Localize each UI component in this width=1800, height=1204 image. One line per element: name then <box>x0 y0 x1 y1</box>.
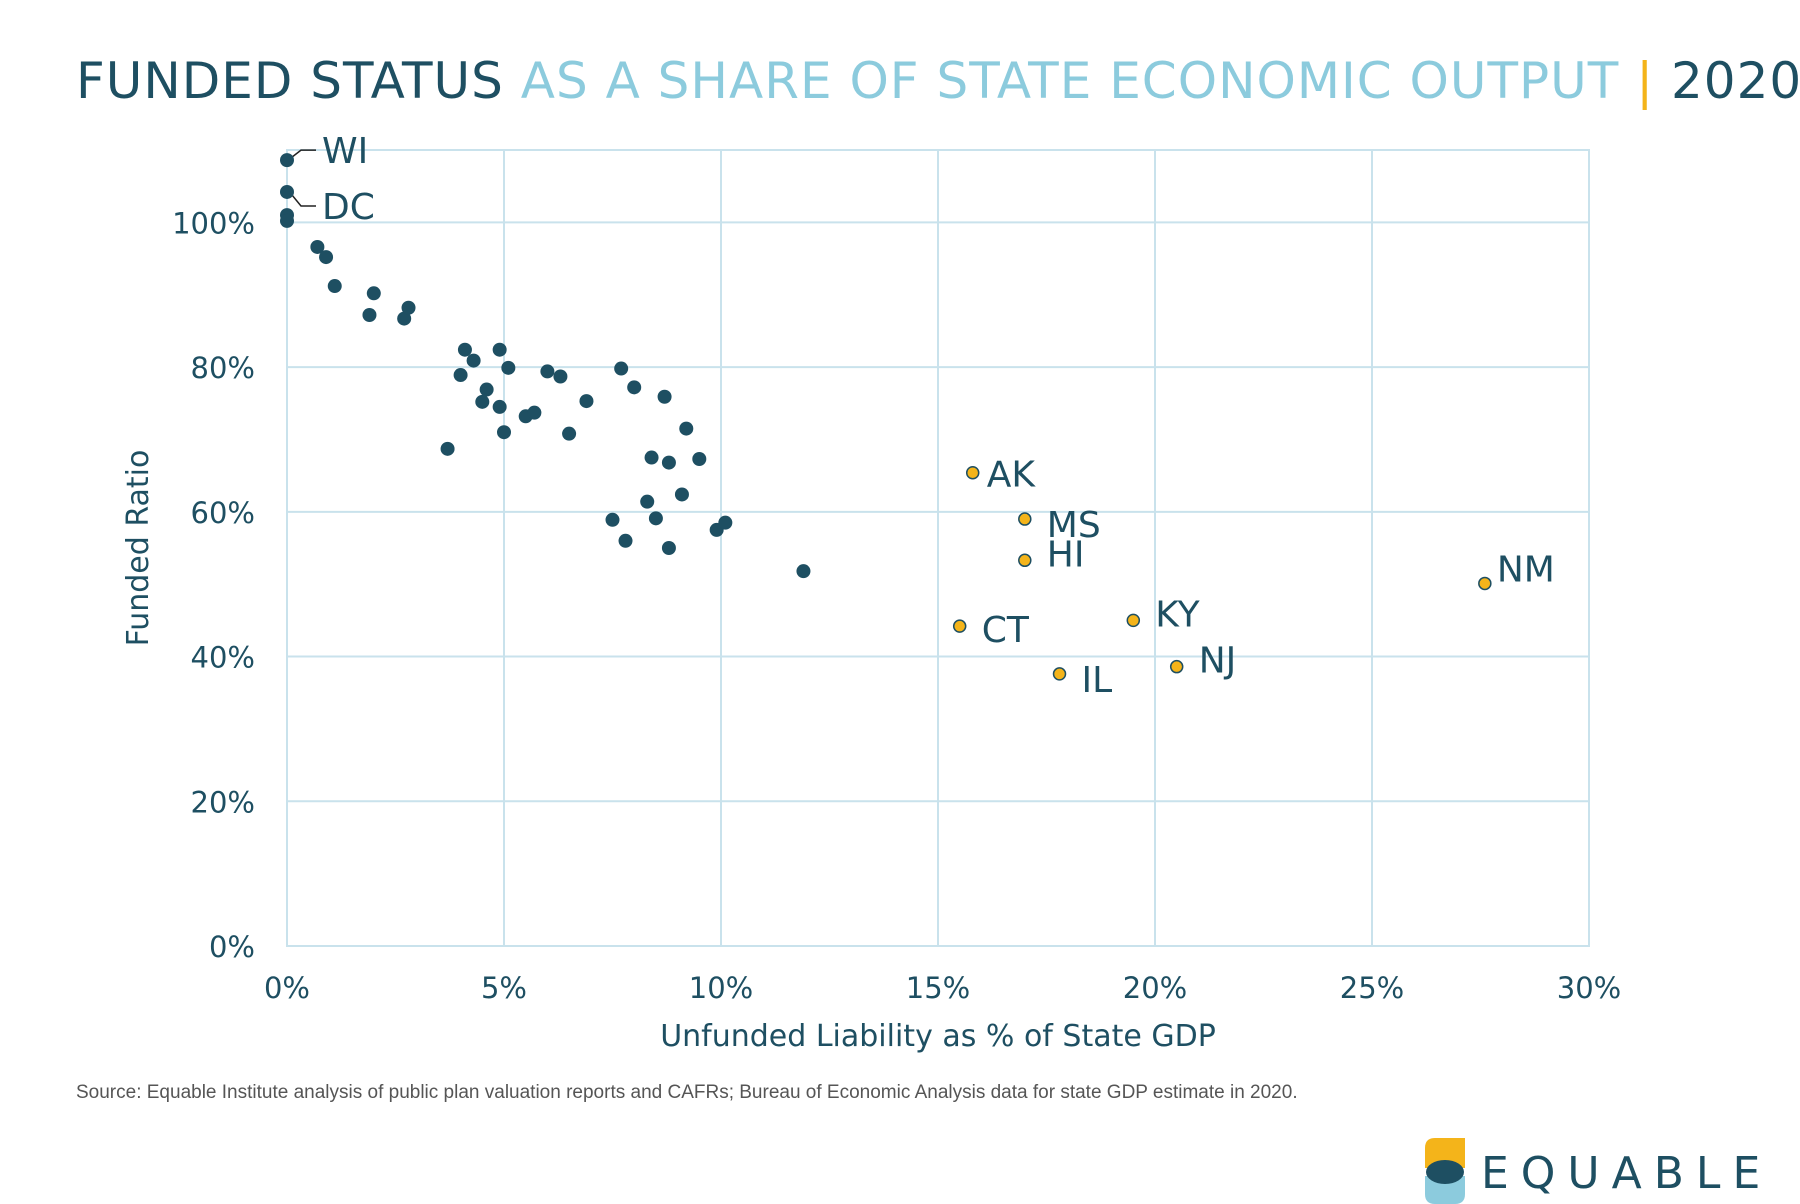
data-point <box>466 353 481 368</box>
data-point <box>492 399 507 414</box>
data-point <box>327 279 342 294</box>
data-points <box>280 153 1492 681</box>
y-tick-label: 60% <box>191 496 255 530</box>
data-point <box>497 425 511 440</box>
data-point <box>952 619 967 633</box>
data-point <box>644 450 659 465</box>
y-tick-label: 20% <box>191 785 255 819</box>
data-point <box>692 451 707 466</box>
data-point <box>310 239 325 254</box>
data-point <box>627 380 642 395</box>
data-point <box>401 300 416 315</box>
x-tick-label: 30% <box>1557 971 1621 1005</box>
data-point <box>605 512 620 527</box>
data-point <box>280 153 294 168</box>
equable-logo: EQUABLE <box>1425 1138 1760 1204</box>
y-axis-ticks: 0% 20% 40% 60% 80% 100% <box>172 206 255 964</box>
x-tick-label: 10% <box>689 971 753 1005</box>
plot-area-frame <box>286 149 1590 947</box>
data-point <box>319 250 334 265</box>
data-point <box>1126 613 1141 628</box>
data-point <box>1169 659 1184 674</box>
point-label: CT <box>982 610 1030 651</box>
data-point <box>657 389 672 404</box>
x-tick-label: 15% <box>906 971 970 1005</box>
title-subtitle: AS A SHARE OF STATE ECONOMIC OUTPUT <box>520 52 1620 110</box>
data-point <box>1018 512 1032 526</box>
data-point <box>492 342 507 357</box>
point-label: NJ <box>1199 641 1237 682</box>
data-point <box>640 494 655 509</box>
label-leader-lines <box>291 149 316 207</box>
source-note: Source: Equable Institute analysis of pu… <box>76 1082 1298 1103</box>
data-point <box>362 307 377 322</box>
chart-title: FUNDED STATUS AS A SHARE OF STATE ECONOM… <box>76 52 1800 110</box>
y-tick-label: 80% <box>191 351 255 385</box>
data-point <box>618 533 633 548</box>
data-point <box>280 184 294 199</box>
data-point <box>796 564 811 579</box>
point-label: DC <box>322 187 375 228</box>
data-point <box>527 405 542 420</box>
data-point <box>280 213 294 228</box>
label-leader-line <box>291 194 316 207</box>
y-axis-label: Funded Ratio <box>121 450 156 647</box>
data-point <box>562 426 577 441</box>
label-leader-line <box>291 149 316 158</box>
scatter-chart: 0% 5% 10% 15% 20% 25% 30% 0% 20% 40% 60% 80% 100% U… <box>121 131 1621 1054</box>
data-point <box>648 511 663 526</box>
data-point <box>453 368 468 383</box>
point-label: MS <box>1047 505 1101 546</box>
equable-logo-mark <box>1425 1138 1465 1204</box>
data-point <box>965 465 980 480</box>
data-point <box>553 369 568 384</box>
point-label: NM <box>1497 549 1555 590</box>
data-point <box>397 311 412 326</box>
y-tick-label: 40% <box>191 641 255 675</box>
point-label: WI <box>322 131 368 172</box>
data-point <box>579 394 594 409</box>
x-axis-ticks: 0% 5% 10% 15% 20% 25% 30% <box>264 971 1621 1005</box>
data-point <box>540 364 555 379</box>
data-point <box>1478 576 1492 591</box>
x-tick-label: 25% <box>1340 971 1404 1005</box>
x-axis-label: Unfunded Liability as % of State GDP <box>660 1019 1216 1054</box>
title-main: FUNDED STATUS <box>76 52 504 110</box>
data-point <box>661 455 676 470</box>
data-point <box>674 487 689 502</box>
data-point <box>1018 553 1032 568</box>
point-label: IL <box>1082 660 1113 701</box>
x-tick-label: 5% <box>481 971 527 1005</box>
x-tick-label: 20% <box>1123 971 1187 1005</box>
data-point <box>475 394 490 409</box>
y-tick-label: 0% <box>209 930 255 964</box>
title-year: 2020 <box>1670 52 1800 110</box>
data-point <box>1052 667 1067 681</box>
data-point <box>457 342 472 357</box>
title-separator: | <box>1636 52 1655 110</box>
data-point <box>614 361 629 376</box>
data-point <box>718 515 733 530</box>
equable-logo-text: EQUABLE <box>1481 1148 1773 1199</box>
data-point <box>501 360 516 375</box>
data-point <box>440 441 455 456</box>
data-point <box>366 286 381 301</box>
point-label: HI <box>1047 534 1085 575</box>
y-tick-label: 100% <box>172 206 255 240</box>
chart-grid <box>286 150 1590 947</box>
data-point <box>661 541 676 555</box>
data-point <box>679 421 694 436</box>
point-label: KY <box>1155 594 1200 635</box>
x-tick-label: 0% <box>264 971 310 1005</box>
data-point <box>479 382 494 397</box>
point-label: AK <box>987 455 1037 496</box>
